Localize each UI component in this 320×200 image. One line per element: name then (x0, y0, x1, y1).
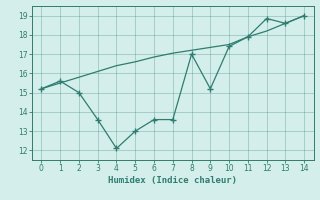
X-axis label: Humidex (Indice chaleur): Humidex (Indice chaleur) (108, 176, 237, 185)
